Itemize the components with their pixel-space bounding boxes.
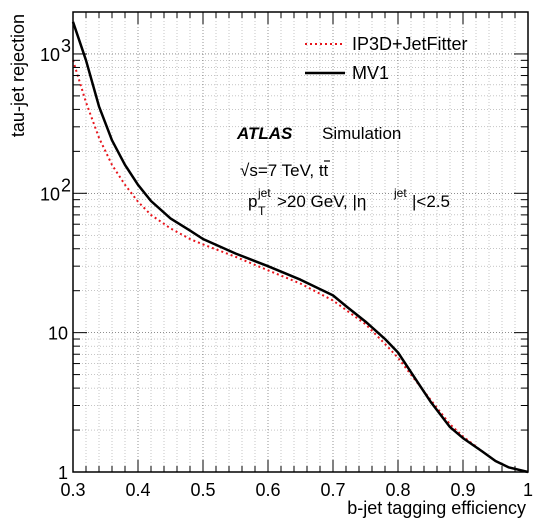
eta-cut-text: |<2.5 [412, 192, 450, 211]
series-line-ip3d-jetfitter [72, 60, 529, 473]
energy-text: =7 TeV, t [258, 161, 324, 180]
y-tick-exponent: 3 [61, 36, 71, 56]
legend: IP3D+JetFitter MV1 [305, 34, 468, 83]
energy-label: √s=7 TeV, tt [240, 161, 329, 180]
y-tick-label: 10 [40, 184, 60, 204]
y-tick-label: 10 [48, 324, 68, 344]
atlas-annotation: ATLAS Simulation √s=7 TeV, tt p jet T >2… [236, 124, 450, 218]
x-tick-label: 0.4 [125, 480, 150, 500]
pt-subscript: T [258, 204, 266, 218]
plot-frame [72, 11, 529, 473]
series-layer [71, 21, 529, 474]
x-tick-label: 0.8 [385, 480, 410, 500]
sqrt-s-text: √s [240, 161, 258, 180]
y-tick-label: 10 [40, 45, 60, 65]
simulation-label: Simulation [322, 124, 401, 143]
ticks [72, 11, 529, 473]
x-tick-label: 0.3 [60, 480, 85, 500]
y-axis-label: tau-jet rejection [8, 14, 28, 137]
pt-cut-text: >20 GeV, |η [277, 192, 366, 211]
eta-superscript: jet [393, 186, 407, 200]
x-tick-label: 1 [523, 480, 533, 500]
x-axis-label: b-jet tagging efficiency [347, 498, 526, 518]
legend-label-mv1: MV1 [352, 63, 389, 83]
grid [72, 11, 529, 473]
pt-cut-label: p jet T >20 GeV, |η jet |<2.5 [248, 186, 450, 218]
y-tick-label: 1 [58, 463, 68, 483]
x-tick-label: 0.7 [320, 480, 345, 500]
pt-superscript: jet [257, 186, 271, 200]
y-tick-exponent: 2 [61, 175, 71, 195]
tbar-text: t [324, 161, 329, 180]
legend-label-ip3d-jetfitter: IP3D+JetFitter [352, 34, 468, 54]
atlas-label: ATLAS [236, 124, 293, 143]
x-tick-label: 0.5 [190, 480, 215, 500]
pt-p: p [248, 192, 257, 211]
x-tick-label: 0.9 [450, 480, 475, 500]
x-tick-label: 0.6 [255, 480, 280, 500]
series-line-mv1 [71, 21, 529, 474]
